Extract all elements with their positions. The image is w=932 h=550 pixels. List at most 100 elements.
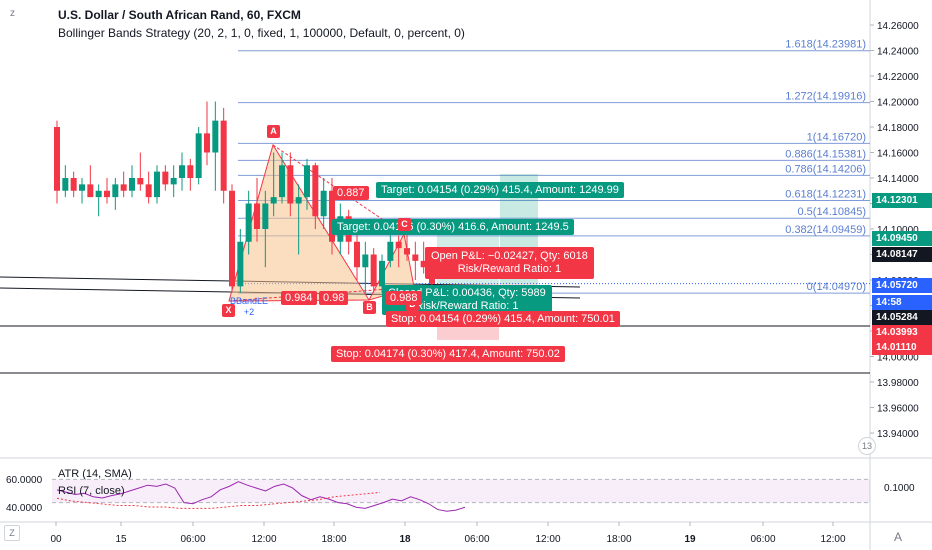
bband-entry-label: BBandLE +2 [230,296,268,318]
candle-body [320,190,327,217]
price-tick-label: 13.94000 [877,429,919,440]
settings-icon[interactable]: A [894,530,903,544]
atr-legend[interactable]: ATR (14, SMA) [58,468,132,480]
price-axis-label: 14.05720 [872,278,932,293]
candle-body [287,165,294,204]
symbol-title[interactable]: U.S. Dollar / South African Rand, 60, FX… [58,8,301,22]
candle-body [329,190,335,242]
open-pnl-text: Open P&L: −0.02427, Qty: 6018 [431,250,588,262]
price-tick-label: 13.98000 [877,378,919,389]
candle-body [70,178,77,191]
time-tick-label: 06:00 [750,534,775,545]
candle-body [104,190,110,198]
price-tick-label: 14.24000 [877,47,919,58]
candle-body [295,197,302,204]
time-tick-label: 06:00 [180,534,205,545]
time-tick-label: 12:00 [251,534,276,545]
candle-body [62,178,69,191]
candle-body [362,254,369,268]
candle-body [212,120,219,153]
risk-reward-1: Risk/Reward Ratio: 1 [457,263,562,275]
candle-body [379,260,385,287]
price-tick-label: 14.16000 [877,149,919,160]
candle-body [170,178,177,185]
rsi-tick-label: 40.0000 [6,503,43,514]
candle-body [162,171,169,185]
price-tick-label: 14.10000 [877,225,919,236]
event-flag-icon[interactable]: 13 [858,437,876,455]
ratio-label-1: 0.887 [333,186,369,200]
price-tick-label: 14.18000 [877,123,919,134]
price-tick-label: 14.26000 [877,21,919,32]
candle-body [87,184,94,198]
candle-body [395,241,402,249]
rsi-tick-label: 60.0000 [6,475,43,486]
time-tick-label: 18 [399,534,411,545]
pattern-point-a[interactable]: A [267,125,280,138]
candle-body [254,203,260,229]
candle-body [370,254,377,287]
candle-body [312,165,319,217]
candle-body [420,260,427,268]
stop-order-1[interactable]: Stop: 0.04154 (0.29%) 415.4, Amount: 750… [386,311,620,327]
pattern-point-c[interactable]: C [398,218,411,231]
time-tick-label: 18:00 [606,534,631,545]
price-tick-label: 14.20000 [877,98,919,109]
bband-entry-count: +2 [243,307,255,317]
ratio-label-4: 0.988 [386,291,422,305]
time-tick-label: 06:00 [464,534,489,545]
candle-body [387,241,394,261]
rsi-band [52,479,870,503]
fib-level-label: 0(14.04970) [807,281,866,293]
open-pnl-box[interactable]: Open P&L: −0.02427, Qty: 6018 Risk/Rewar… [425,247,594,279]
time-tick-label: 12:00 [535,534,560,545]
fib-level-label: 0.618(14.12231) [785,189,866,201]
candle-body [404,248,410,255]
time-tick-label: 00 [50,534,62,545]
candle-body [262,203,269,229]
strategy-legend[interactable]: Bollinger Bands Strategy (20, 2, 1, 0, f… [58,26,465,40]
time-tick-label: 19 [684,534,696,545]
go-to-date-icon[interactable]: Z [4,525,20,541]
fib-level-label: 0.786(14.14206) [785,163,866,175]
tradingview-logo-icon: z [10,8,15,19]
rsi-line [56,481,466,512]
pattern-point-b[interactable]: B [363,301,376,314]
fib-level-label: 1.272(14.19916) [785,91,866,103]
risk-reward-2: Risk/Reward Ratio: 1 [415,300,519,312]
candle-body [237,241,244,287]
stop-order-2[interactable]: Stop: 0.04174 (0.30%) 417.4, Amount: 750… [331,346,565,362]
fib-level-label: 1(14.16720) [807,131,866,143]
bband-entry-name: BBandLE [230,296,269,306]
candle-body [79,184,85,191]
candle-body [129,178,135,191]
fib-level-label: 0.5(14.10845) [798,206,867,218]
rsi-legend[interactable]: RSI (7, close) [58,485,125,497]
candle-body [137,178,144,185]
candle-body [187,165,194,178]
price-axis-label: 14.12301 [872,193,932,208]
target-order-1[interactable]: Target: 0.04154 (0.29%) 415.4, Amount: 1… [376,182,624,198]
candle-body [204,133,210,153]
pattern-point-x[interactable]: X [222,304,235,317]
closed-pnl-text: Closed P&L: 0.00436, Qty: 5989 [388,287,546,299]
price-axis-label: 14.03993 [872,325,932,340]
target-order-2[interactable]: Target: 0.04166 (0.30%) 416.6, Amount: 1… [332,219,574,235]
fib-level-label: 0.382(14.09459) [785,224,866,236]
price-axis-label: 14.01110 [872,340,932,355]
price-axis-label: 14.09450 [872,231,932,246]
price-axis-label: 14.05284 [872,310,932,325]
candle-body [304,165,310,198]
candle-body [54,127,60,191]
ratio-label-2: 0.984 [281,291,317,305]
candle-body [220,120,227,191]
price-tick-label: 14.14000 [877,174,919,185]
candle-body [354,241,360,268]
candle-body [95,190,102,198]
closed-pnl-box[interactable]: Closed P&L: 0.00436, Qty: 5989 Risk/Rewa… [382,285,552,315]
price-tick-label: 14.00000 [877,353,919,364]
price-axis-label: 14.08147 [872,247,932,262]
time-tick-label: 15 [115,534,127,545]
